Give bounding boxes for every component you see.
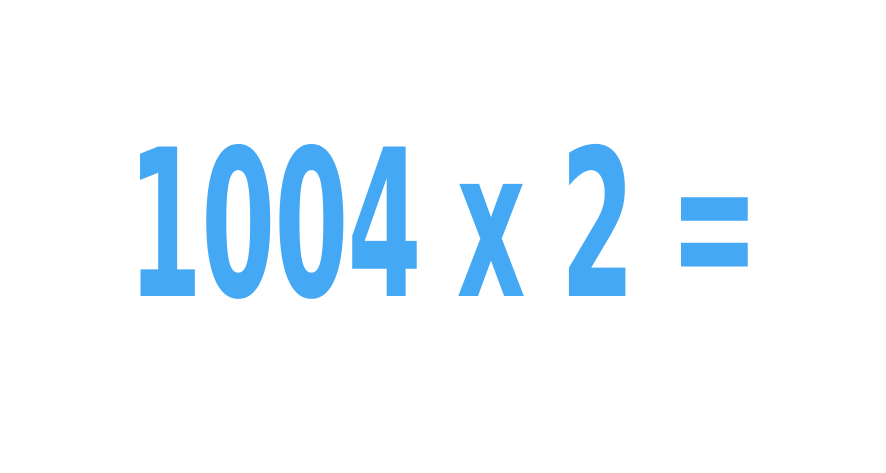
equation-text: 1004 x 2 =	[128, 107, 758, 345]
